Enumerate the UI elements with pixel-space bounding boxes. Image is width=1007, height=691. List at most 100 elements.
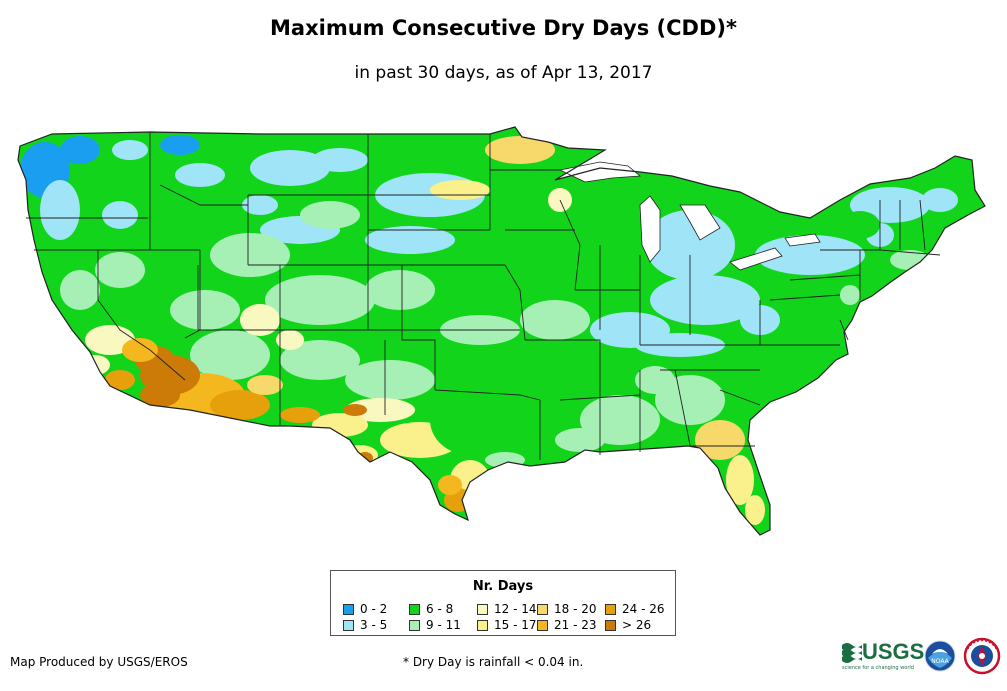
map-region	[265, 275, 375, 325]
usgs-logo-icon: USGS science for a changing world	[842, 639, 925, 671]
great-lake	[639, 195, 661, 263]
map-region	[840, 211, 880, 239]
legend: Nr. Days 0 - 2 3 - 5 6 - 8 9 - 11 12 - 14 15 …	[330, 570, 676, 636]
map-region	[810, 300, 850, 340]
map-region	[112, 140, 148, 160]
usgs-tagline: science for a changing world	[842, 665, 914, 671]
map-region	[102, 201, 138, 229]
map-region	[276, 330, 304, 350]
map-region	[250, 150, 330, 186]
map-region	[555, 428, 605, 452]
map-region	[438, 475, 462, 495]
map-region	[95, 252, 145, 288]
map-region	[655, 375, 725, 425]
map-region	[755, 235, 865, 275]
state-border	[719, 389, 761, 406]
legend-swatch	[477, 619, 488, 631]
map-region	[365, 226, 455, 254]
state-border	[789, 274, 861, 281]
legend-item: 18 - 20	[537, 602, 597, 616]
state-border	[674, 369, 691, 446]
map-region	[247, 375, 283, 395]
legend-item: 9 - 11	[409, 618, 461, 632]
great-lake	[729, 247, 783, 271]
state-border	[559, 199, 581, 291]
legend-swatch	[537, 603, 548, 615]
legend-label: 6 - 8	[426, 602, 454, 616]
state-border	[919, 199, 926, 251]
map-region	[280, 407, 320, 423]
great-lake	[784, 233, 821, 247]
state-border	[197, 265, 281, 425]
legend-item: > 26	[605, 618, 651, 632]
map-region	[242, 195, 278, 215]
legend-swatch	[537, 619, 548, 631]
map-region	[342, 445, 378, 465]
state-border	[879, 249, 941, 256]
noaa-logo-text: NOAA	[931, 658, 949, 665]
legend-label: 12 - 14	[494, 602, 537, 616]
great-lake	[679, 204, 721, 241]
legend-swatch	[605, 603, 616, 615]
legend-item: 21 - 23	[537, 618, 597, 632]
map-region	[175, 163, 225, 187]
legend-label: 24 - 26	[622, 602, 665, 616]
map-region	[343, 404, 367, 416]
legend-item: 24 - 26	[605, 602, 665, 616]
map-subtitle: in past 30 days, as of Apr 13, 2017	[354, 63, 653, 83]
map-region	[635, 366, 675, 394]
map-region	[40, 180, 80, 240]
map-region	[280, 340, 360, 380]
state-border	[401, 265, 436, 390]
map-region	[300, 201, 360, 229]
map-region	[160, 135, 200, 155]
map-region	[210, 390, 270, 420]
map-region	[345, 398, 415, 422]
map-region	[695, 420, 745, 460]
legend-swatch	[477, 603, 488, 615]
nws-logo-icon	[963, 637, 1001, 675]
map-credit: Map Produced by USGS/EROS	[10, 655, 188, 669]
legend-item: 6 - 8	[409, 602, 453, 616]
map-region	[105, 370, 135, 390]
legend-label: 9 - 11	[426, 618, 461, 632]
map-region	[365, 270, 435, 310]
usgs-wordmark: USGS	[862, 639, 925, 664]
footnote: * Dry Day is rainfall < 0.04 in.	[403, 655, 584, 669]
legend-swatch	[605, 619, 616, 631]
state-border	[839, 319, 849, 341]
legend-item: 12 - 14	[477, 602, 537, 616]
legend-label: 0 - 2	[360, 602, 388, 616]
legend-label: 18 - 20	[554, 602, 597, 616]
map-region	[485, 136, 555, 164]
map-region	[430, 385, 510, 455]
legend-label: 21 - 23	[554, 618, 597, 632]
map-title: Maximum Consecutive Dry Days (CDD)*	[270, 16, 737, 40]
legend-label: > 26	[622, 618, 652, 632]
legend-item: 3 - 5	[343, 618, 387, 632]
state-border	[525, 339, 601, 360]
map-region	[140, 383, 180, 407]
map-region	[485, 452, 525, 468]
map-region	[345, 360, 435, 400]
legend-title: Nr. Days	[472, 579, 534, 594]
legend-swatch	[409, 619, 420, 631]
map-region	[60, 270, 100, 310]
state-border	[504, 264, 526, 341]
legend-swatch	[343, 603, 354, 615]
map-region	[312, 148, 368, 172]
map-region	[840, 285, 860, 305]
great-lake	[558, 161, 642, 183]
legend-swatch	[343, 619, 354, 631]
map-region	[922, 188, 958, 212]
state-border	[434, 389, 541, 401]
map-region	[210, 233, 290, 277]
map-region	[520, 300, 590, 340]
map-region	[60, 136, 100, 164]
country-outline	[17, 126, 986, 536]
state-border	[769, 294, 841, 301]
map-region	[745, 495, 765, 525]
map-region	[520, 345, 600, 415]
legend-swatch	[409, 603, 420, 615]
